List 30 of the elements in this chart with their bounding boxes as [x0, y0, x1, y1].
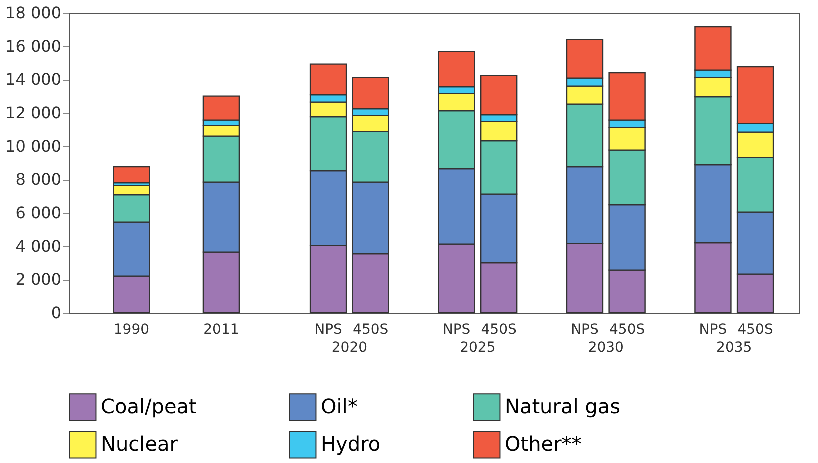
- legend-label: Coal/peat: [101, 394, 198, 418]
- x-tick-label: NPS: [571, 322, 599, 338]
- y-tick-label: 2 000: [16, 270, 62, 290]
- y-tick-label: 6 000: [16, 204, 62, 222]
- text: 2020: [332, 340, 368, 356]
- y-tick-label: 18 000: [6, 4, 62, 22]
- text: 2030: [588, 340, 624, 356]
- legend-label: Hydro: [321, 432, 381, 456]
- legend-label: Nuclear: [101, 432, 179, 456]
- x-tick-label: 450S: [738, 322, 774, 338]
- text: 2035: [716, 340, 752, 356]
- x-tick-label: NPS: [314, 322, 343, 338]
- x-tick-label: 450S: [481, 322, 517, 338]
- x-tick-label: 1990: [114, 322, 150, 338]
- y-tick-label: 14 000: [6, 70, 62, 90]
- x-tick-label: 2011: [204, 322, 240, 338]
- legend-label: Natural gas: [505, 394, 620, 418]
- x-tick-label: NPS: [442, 322, 471, 338]
- x-tick-label: 450S: [353, 322, 389, 338]
- y-tick-label: 0: [51, 304, 62, 322]
- y-tick-label: 12 000: [6, 104, 62, 122]
- text: 2025: [460, 340, 496, 356]
- y-tick-label: 8 000: [16, 170, 62, 190]
- legend-label: Oil*: [321, 394, 358, 418]
- legend-label: Other**: [505, 432, 582, 456]
- y-tick-label: 10 000: [6, 136, 62, 156]
- y-tick-label: 4 000: [16, 236, 62, 256]
- x-tick-label: 450S: [610, 322, 646, 338]
- y-tick-label: 16 000: [6, 36, 62, 56]
- x-tick-label: NPS: [699, 322, 728, 338]
